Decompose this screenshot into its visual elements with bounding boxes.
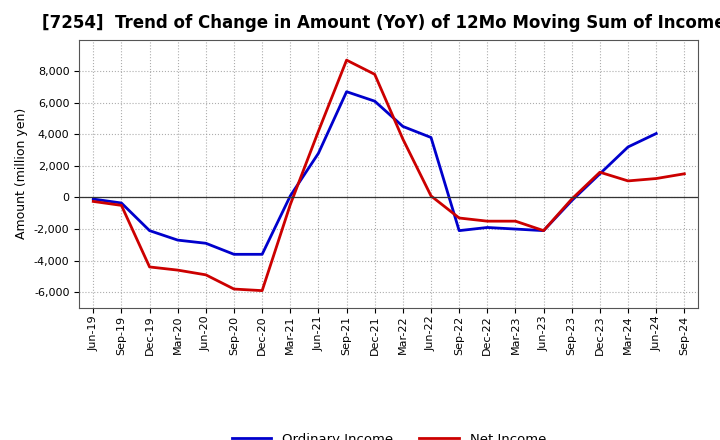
Net Income bbox=[567, 196, 576, 202]
Net Income bbox=[286, 202, 294, 207]
Net Income bbox=[202, 272, 210, 278]
Ordinary Income bbox=[202, 241, 210, 246]
Ordinary Income bbox=[624, 144, 632, 150]
Net Income bbox=[399, 136, 408, 142]
Ordinary Income bbox=[230, 252, 238, 257]
Net Income bbox=[342, 58, 351, 63]
Ordinary Income bbox=[455, 228, 464, 233]
Ordinary Income bbox=[258, 252, 266, 257]
Net Income bbox=[258, 288, 266, 293]
Line: Net Income: Net Income bbox=[94, 60, 684, 291]
Net Income bbox=[117, 203, 126, 208]
Net Income bbox=[370, 72, 379, 77]
Ordinary Income bbox=[117, 200, 126, 205]
Title: [7254]  Trend of Change in Amount (YoY) of 12Mo Moving Sum of Incomes: [7254] Trend of Change in Amount (YoY) o… bbox=[42, 15, 720, 33]
Net Income bbox=[145, 264, 154, 270]
Net Income bbox=[539, 228, 548, 233]
Ordinary Income bbox=[89, 196, 98, 202]
Net Income bbox=[455, 215, 464, 220]
Net Income bbox=[511, 219, 520, 224]
Ordinary Income bbox=[399, 124, 408, 129]
Ordinary Income bbox=[174, 238, 182, 243]
Net Income bbox=[680, 171, 688, 176]
Ordinary Income bbox=[342, 89, 351, 94]
Ordinary Income bbox=[314, 150, 323, 156]
Ordinary Income bbox=[511, 227, 520, 232]
Ordinary Income bbox=[567, 198, 576, 203]
Net Income bbox=[624, 178, 632, 183]
Net Income bbox=[427, 193, 436, 198]
Net Income bbox=[483, 219, 492, 224]
Y-axis label: Amount (million yen): Amount (million yen) bbox=[15, 108, 28, 239]
Line: Ordinary Income: Ordinary Income bbox=[94, 92, 656, 254]
Net Income bbox=[174, 268, 182, 273]
Ordinary Income bbox=[427, 135, 436, 140]
Net Income bbox=[652, 176, 660, 181]
Ordinary Income bbox=[539, 228, 548, 233]
Ordinary Income bbox=[483, 225, 492, 230]
Ordinary Income bbox=[286, 193, 294, 198]
Net Income bbox=[230, 286, 238, 292]
Net Income bbox=[89, 199, 98, 204]
Ordinary Income bbox=[370, 99, 379, 104]
Ordinary Income bbox=[145, 228, 154, 233]
Legend: Ordinary Income, Net Income: Ordinary Income, Net Income bbox=[226, 427, 552, 440]
Ordinary Income bbox=[595, 171, 604, 176]
Ordinary Income bbox=[652, 131, 660, 136]
Net Income bbox=[595, 169, 604, 175]
Net Income bbox=[314, 128, 323, 134]
